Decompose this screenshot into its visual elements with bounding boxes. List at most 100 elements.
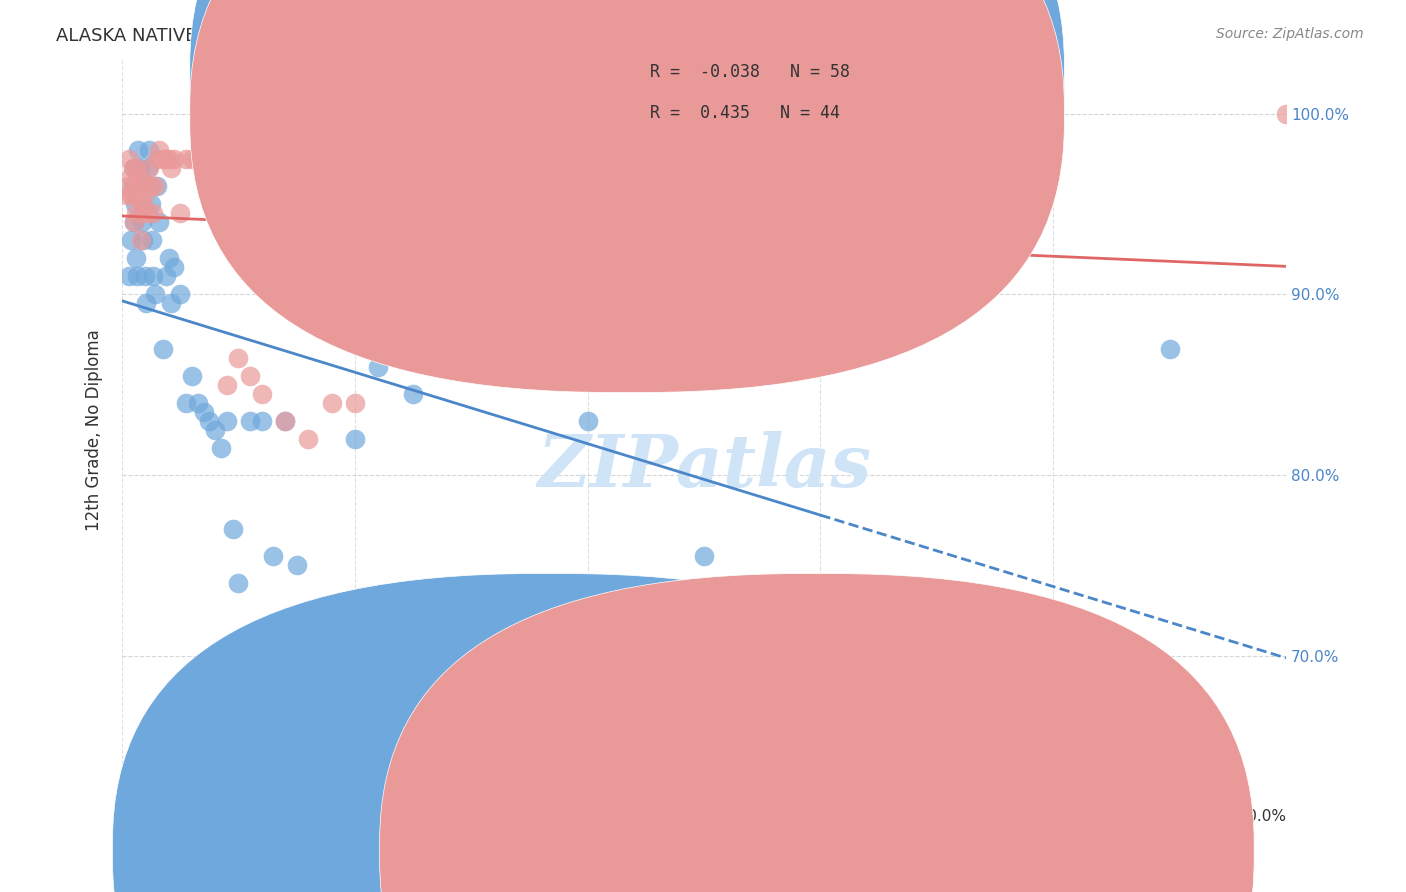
Point <box>118 152 141 166</box>
Point <box>297 631 319 645</box>
Text: R =  0.435   N = 44: R = 0.435 N = 44 <box>650 104 839 122</box>
Point <box>160 161 183 175</box>
Point <box>297 432 319 446</box>
Point <box>187 152 209 166</box>
Point <box>160 296 183 310</box>
Point <box>132 197 155 211</box>
Point <box>128 161 150 175</box>
Point <box>228 576 250 591</box>
Point <box>143 179 166 194</box>
Point <box>343 396 366 410</box>
Point <box>174 152 197 166</box>
Point <box>1159 342 1181 356</box>
Text: R =  -0.038   N = 58: R = -0.038 N = 58 <box>650 63 849 81</box>
Point <box>460 648 482 663</box>
Point <box>634 296 657 310</box>
Text: ALASKA NATIVE VS IMMIGRANTS FROM UKRAINE 12TH GRADE, NO DIPLOMA CORRELATION CHAR: ALASKA NATIVE VS IMMIGRANTS FROM UKRAINE… <box>56 27 939 45</box>
Point <box>215 377 238 392</box>
Text: 100.0%: 100.0% <box>1227 809 1286 824</box>
Point <box>124 197 146 211</box>
Point <box>136 161 159 175</box>
Point <box>169 206 191 220</box>
Point <box>343 432 366 446</box>
Point <box>127 143 149 157</box>
Point <box>157 152 180 166</box>
Point <box>367 359 389 374</box>
Point <box>146 179 169 194</box>
Point <box>129 179 152 194</box>
Point <box>152 342 174 356</box>
Y-axis label: 12th Grade, No Diploma: 12th Grade, No Diploma <box>86 329 103 531</box>
Point <box>134 188 156 202</box>
Point <box>127 161 149 175</box>
Point <box>262 549 284 564</box>
Text: Immigrants from Ukraine: Immigrants from Ukraine <box>839 842 1049 860</box>
Point <box>693 549 716 564</box>
Point <box>155 152 177 166</box>
Point <box>204 152 226 166</box>
Point <box>321 396 343 410</box>
Point <box>148 143 170 157</box>
Text: ZIPatlas: ZIPatlas <box>537 432 872 502</box>
Point <box>180 368 202 383</box>
Point <box>136 206 159 220</box>
Point <box>120 233 142 247</box>
Point <box>155 269 177 284</box>
Point <box>129 233 152 247</box>
Point <box>135 296 157 310</box>
Point <box>122 215 145 229</box>
Point <box>148 215 170 229</box>
Text: Source: ZipAtlas.com: Source: ZipAtlas.com <box>1216 27 1364 41</box>
Point <box>138 143 160 157</box>
Point <box>127 179 149 194</box>
Point <box>143 287 166 301</box>
Point <box>209 441 232 455</box>
Point <box>122 161 145 175</box>
Point <box>250 386 273 401</box>
Point <box>121 161 143 175</box>
Point <box>127 269 149 284</box>
Point <box>221 522 243 536</box>
Point <box>519 648 541 663</box>
Point <box>128 169 150 184</box>
Point <box>174 396 197 410</box>
Point <box>321 296 343 310</box>
Point <box>118 269 141 284</box>
Point <box>204 423 226 437</box>
Point <box>134 179 156 194</box>
Point <box>157 252 180 266</box>
Text: Alaska Natives: Alaska Natives <box>572 842 695 860</box>
Point <box>120 169 142 184</box>
Point <box>122 215 145 229</box>
Point <box>163 152 186 166</box>
Point <box>1275 107 1298 121</box>
Point <box>193 152 215 166</box>
Point <box>131 206 153 220</box>
Point <box>141 197 163 211</box>
Point <box>925 269 948 284</box>
Point <box>169 287 191 301</box>
Point <box>131 215 153 229</box>
Point <box>402 386 425 401</box>
Point <box>808 766 831 780</box>
Point <box>274 414 297 428</box>
Point <box>250 414 273 428</box>
Point <box>198 414 221 428</box>
Point <box>142 269 165 284</box>
Point <box>120 188 142 202</box>
Point <box>285 558 308 573</box>
Point <box>576 414 599 428</box>
Point <box>228 351 250 365</box>
Point <box>125 206 148 220</box>
Point <box>141 233 163 247</box>
Point <box>180 152 202 166</box>
Point <box>239 368 262 383</box>
Point <box>117 179 139 194</box>
Point <box>239 414 262 428</box>
Point <box>437 342 460 356</box>
Point <box>274 414 297 428</box>
Text: 0.0%: 0.0% <box>122 809 160 824</box>
Point <box>193 405 215 419</box>
Point <box>132 233 155 247</box>
Point <box>141 179 163 194</box>
